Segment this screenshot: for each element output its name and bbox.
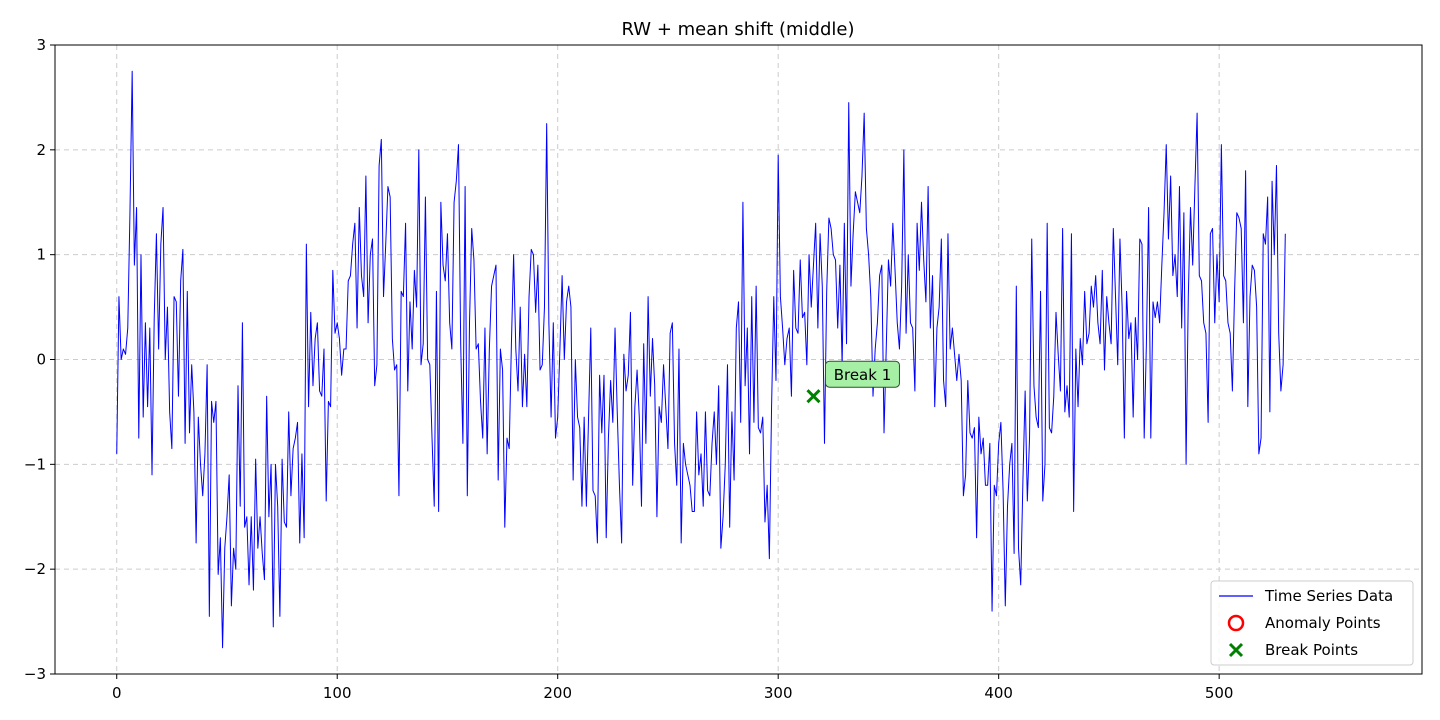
y-tick-label: −2 — [24, 560, 46, 578]
x-tick-label: 500 — [1205, 684, 1234, 702]
y-tick-label: 2 — [36, 141, 46, 159]
legend-item: Time Series Data — [1219, 587, 1393, 605]
legend: Time Series Data Anomaly Points Break Poin… — [1210, 580, 1414, 666]
legend-x-swatch — [1228, 642, 1244, 658]
y-tick-label: −1 — [24, 455, 46, 473]
chart-title: RW + mean shift (middle) — [622, 19, 855, 40]
y-tick-label: 1 — [36, 246, 46, 264]
break-points-layer: Break 1 — [806, 360, 900, 404]
axes: 0 100 200 300 400 500 −3 −2 −1 0 1 2 3 — [24, 36, 1234, 702]
grid — [55, 44, 1422, 675]
series-layer — [116, 70, 1286, 649]
legend-box — [1210, 580, 1414, 666]
legend-item: Anomaly Points — [1227, 614, 1381, 632]
legend-label: Break Points — [1265, 641, 1358, 659]
x-tick-label: 300 — [764, 684, 793, 702]
legend-circle-swatch — [1227, 614, 1245, 632]
y-tick-label: 0 — [36, 351, 46, 369]
legend-label: Time Series Data — [1264, 587, 1393, 605]
break-annotation: Break 1 — [824, 360, 900, 388]
x-tick-label: 200 — [543, 684, 572, 702]
legend-item: Break Points — [1228, 641, 1358, 659]
break-annotation-label: Break 1 — [834, 366, 892, 384]
series-line-time-series-data — [116, 70, 1286, 649]
x-tick-label: 400 — [984, 684, 1013, 702]
x-tick-label: 0 — [112, 684, 122, 702]
legend-label: Anomaly Points — [1265, 614, 1381, 632]
break-point-marker — [806, 389, 821, 404]
x-tick-label: 100 — [323, 684, 352, 702]
y-tick-label: 3 — [36, 36, 46, 54]
y-tick-label: −3 — [24, 665, 46, 683]
